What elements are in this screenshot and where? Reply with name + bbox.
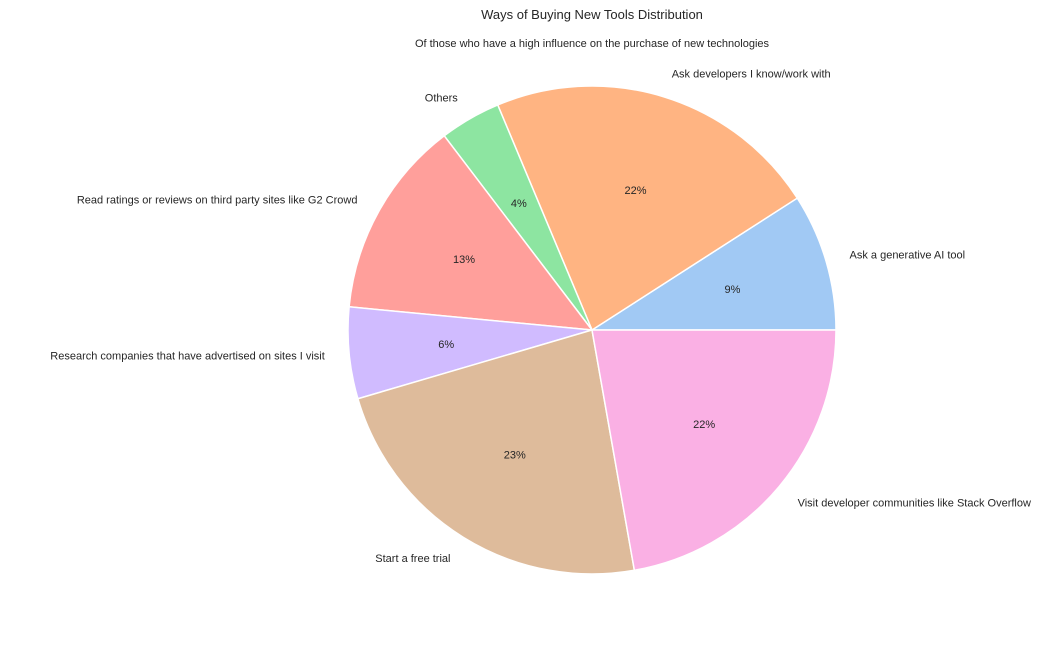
pie-labels: 9% Ask a generative AI tool 22% Ask develop… bbox=[50, 69, 1031, 565]
slice-category-label: Ask developers I know/work with bbox=[672, 69, 831, 81]
slice-percent-label: 4% bbox=[511, 198, 527, 210]
slice-percent-label: 23% bbox=[504, 449, 526, 461]
slice-percent-label: 13% bbox=[453, 254, 475, 266]
pie-slice bbox=[589, 197, 837, 331]
pie-slice bbox=[348, 134, 594, 331]
pie-slice bbox=[356, 329, 636, 575]
slice-percent-label: 22% bbox=[624, 185, 646, 197]
slice-percent-label: 6% bbox=[438, 339, 454, 351]
pie-slice bbox=[591, 329, 837, 572]
slice-percent-label: 9% bbox=[725, 284, 741, 296]
chart-subtitle: Of those who have a high influence on th… bbox=[415, 38, 770, 50]
slice-category-label: Research companies that have advertised … bbox=[50, 351, 325, 363]
slice-category-label: Read ratings or reviews on third party s… bbox=[77, 195, 358, 207]
pie-slices bbox=[347, 85, 837, 575]
slice-category-label: Others bbox=[425, 93, 459, 105]
chart-title: Ways of Buying New Tools Distribution bbox=[481, 7, 703, 22]
slice-percent-label: 22% bbox=[693, 419, 715, 431]
slice-category-label: Visit developer communities like Stack O… bbox=[798, 498, 1031, 510]
slice-category-label: Start a free trial bbox=[375, 553, 450, 565]
pie-slice bbox=[496, 85, 799, 332]
slice-category-label: Ask a generative AI tool bbox=[850, 249, 966, 261]
